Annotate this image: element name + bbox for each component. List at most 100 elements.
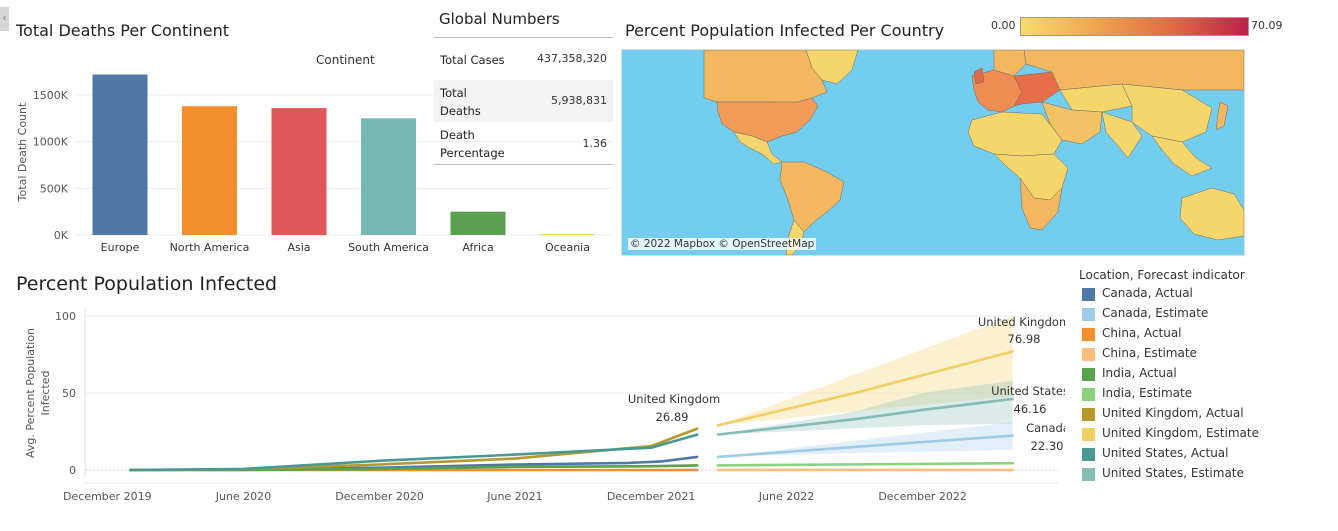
- legend-label: India, Estimate: [1102, 386, 1193, 400]
- global-numbers-panel: Global Numbers Total Cases 437,358,320 T…: [434, 8, 614, 188]
- world-map-svg: [703, 50, 1244, 255]
- deaths-bar[interactable]: [540, 234, 595, 236]
- total-cases-value: 437,358,320: [537, 52, 607, 65]
- map-country-japan: [1215, 101, 1229, 131]
- deaths-y-axis-label: Total Death Count: [16, 102, 29, 202]
- infection-y-tick: 100: [55, 310, 76, 323]
- annotation-label-uk-estimate: United Kingdom: [978, 315, 1065, 329]
- forecast-band: [718, 316, 1013, 426]
- legend-label: Canada, Estimate: [1102, 306, 1209, 320]
- legend-label: United Kingdom, Estimate: [1102, 426, 1259, 440]
- legend-swatch: [1082, 368, 1095, 381]
- legend-swatch: [1082, 388, 1095, 401]
- legend-swatch: [1082, 468, 1095, 481]
- infection-y-axis-label: Infected: [39, 371, 52, 416]
- annotation-value-uk-actual: 26.89: [656, 410, 689, 424]
- map-country-south-africa: [1019, 177, 1063, 231]
- legend-title: Location, Forecast indicator: [1079, 268, 1245, 282]
- map-country-uk: [973, 67, 985, 85]
- infection-x-tick: June 2022: [758, 490, 814, 503]
- deaths-bar[interactable]: [271, 108, 327, 235]
- legend-label: China, Actual: [1102, 326, 1182, 340]
- forecast-band: [718, 380, 1013, 435]
- map-country-mexico: [733, 131, 783, 165]
- annotation-label-canada-estimate: Canada: [1026, 421, 1065, 435]
- infection-x-tick: June 2020: [215, 490, 271, 503]
- legend-swatch: [1082, 308, 1095, 321]
- map-country-europe-east: [1013, 71, 1061, 107]
- map-scale-max: 70.09: [1251, 19, 1283, 32]
- global-numbers-label: Percentage: [440, 146, 505, 160]
- infection-x-tick: June 2021: [486, 490, 542, 503]
- series-line[interactable]: [716, 350, 1014, 427]
- world-map[interactable]: © 2022 Mapbox © OpenStreetMap: [621, 49, 1245, 256]
- death-percentage-value: 1.36: [582, 137, 608, 150]
- legend-label: China, Estimate: [1102, 346, 1197, 360]
- global-numbers-label: Total Cases: [440, 53, 505, 67]
- deaths-category-label: Africa: [462, 241, 493, 254]
- collapse-panel-tab[interactable]: ‹: [0, 7, 9, 31]
- forecast-band: [718, 422, 1013, 457]
- annotation-value-uk-estimate: 76.98: [1008, 332, 1041, 346]
- map-country-kazakhstan: [1059, 83, 1133, 113]
- global-numbers-label: Deaths: [440, 104, 481, 118]
- infection-y-axis-label: Avg. Percent Population: [24, 328, 37, 458]
- infection-x-tick: December 2019: [63, 490, 152, 503]
- global-numbers-divider: [434, 164, 613, 165]
- deaths-category-label: Oceania: [545, 241, 590, 254]
- global-numbers-label: Death: [440, 128, 475, 142]
- infection-x-tick: December 2020: [335, 490, 424, 503]
- series-line[interactable]: [716, 461, 1014, 467]
- annotation-label-us-estimate: United States: [991, 384, 1065, 398]
- legend-label: Canada, Actual: [1102, 286, 1193, 300]
- annotation-label-uk-actual: United Kingdom: [628, 392, 720, 406]
- map-country-scandinavia: [993, 50, 1027, 77]
- deaths-bar[interactable]: [182, 106, 237, 235]
- deaths-y-tick: 1000K: [33, 136, 69, 149]
- map-country-india: [1101, 111, 1143, 159]
- map-scale-min: 0.00: [991, 19, 1016, 32]
- legend-swatch: [1082, 328, 1095, 341]
- infection-y-tick: 50: [62, 387, 76, 400]
- map-country-usa: [716, 97, 819, 143]
- global-numbers-title: Global Numbers: [439, 10, 560, 28]
- series-line[interactable]: [716, 434, 1014, 459]
- global-numbers-row-total-cases: Total Cases 437,358,320: [434, 40, 613, 80]
- infection-x-tick: December 2022: [878, 490, 967, 503]
- legend-label: United Kingdom, Actual: [1102, 406, 1244, 420]
- global-numbers-row-total-deaths: Total Deaths 5,938,831: [434, 80, 613, 122]
- deaths-y-tick: 1500K: [33, 89, 69, 102]
- legend-label: United States, Actual: [1102, 446, 1229, 460]
- deaths-bar[interactable]: [361, 118, 416, 235]
- global-numbers-label: Total: [440, 86, 467, 100]
- legend-swatch: [1082, 288, 1095, 301]
- legend-label: India, Actual: [1102, 366, 1177, 380]
- deaths-chart-legend-title: Continent: [316, 53, 375, 67]
- legend-swatch: [1082, 448, 1095, 461]
- map-attribution: © 2022 Mapbox © OpenStreetMap: [628, 238, 817, 250]
- infection-chart-title: Percent Population Infected: [16, 273, 278, 295]
- deaths-y-tick: 0K: [54, 229, 69, 242]
- deaths-y-tick: 500K: [40, 182, 69, 195]
- infection-line-chart[interactable]: Avg. Percent Population Infected 050100 …: [0, 300, 1065, 531]
- map-country-australia: [1179, 187, 1244, 241]
- annotation-value-us-estimate: 46.16: [1014, 402, 1047, 416]
- deaths-chart-title: Total Deaths Per Continent: [16, 21, 230, 40]
- series-line[interactable]: [716, 397, 1014, 436]
- deaths-bar-chart[interactable]: Total Death Count 0K 500K 1000K 1500K Europ…: [0, 60, 615, 260]
- map-country-southeast-asia: [1151, 135, 1213, 177]
- annotation-value-canada-estimate: 22.30: [1031, 439, 1064, 453]
- map-country-brazil: [779, 161, 845, 233]
- deaths-bar[interactable]: [92, 74, 148, 235]
- infection-x-tick: December 2021: [607, 490, 696, 503]
- deaths-category-label: Europe: [101, 241, 140, 254]
- global-numbers-divider: [434, 37, 613, 38]
- infection-y-tick: 0: [69, 464, 76, 477]
- deaths-category-label: North America: [170, 241, 250, 254]
- deaths-bar[interactable]: [450, 211, 506, 235]
- deaths-category-label: Asia: [287, 241, 310, 254]
- legend-swatch: [1082, 408, 1095, 421]
- legend-swatch: [1082, 428, 1095, 441]
- series-line[interactable]: [129, 433, 699, 472]
- map-color-scale: [1020, 17, 1249, 36]
